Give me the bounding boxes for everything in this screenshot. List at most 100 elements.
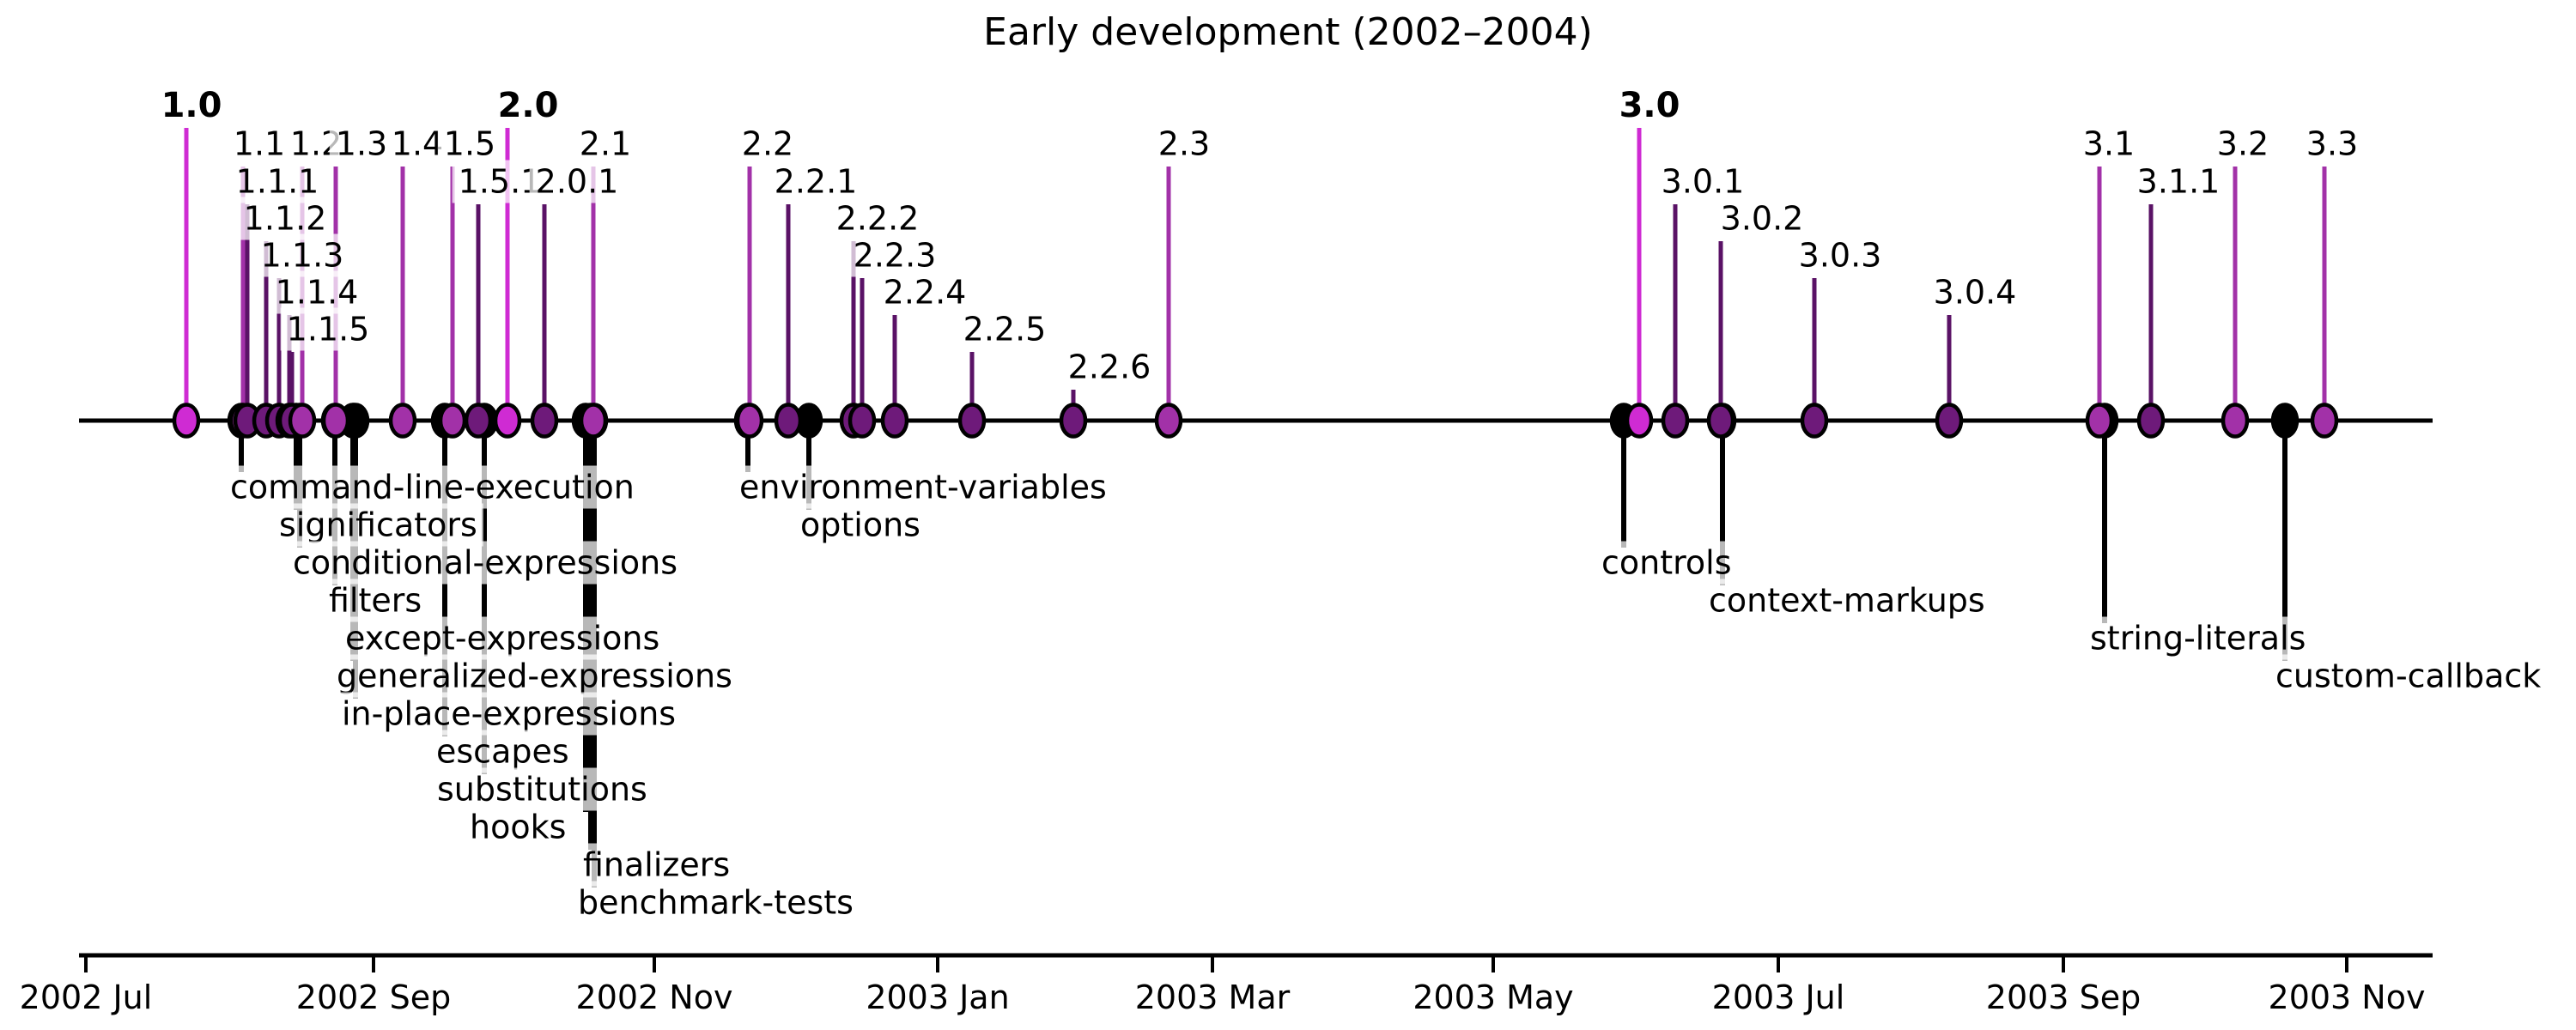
- feature-label-box: [287, 541, 684, 585]
- release-dot: [1935, 403, 1964, 439]
- release-dot: [530, 403, 559, 439]
- feature-label: filters: [329, 582, 422, 620]
- release-dot: [848, 403, 877, 439]
- release-dot: [321, 403, 350, 439]
- feature-label: string-literals: [2090, 620, 2306, 657]
- release-label: 3.1.1: [2137, 163, 2221, 201]
- release-dot: [880, 403, 909, 439]
- release-label: 2.2.5: [963, 311, 1047, 348]
- release-label: 3.3: [2306, 125, 2358, 163]
- feature-label-box: [572, 881, 860, 924]
- feature-label-box: [464, 805, 573, 849]
- release-label-box: [1714, 197, 1810, 240]
- release-label-box: [269, 270, 365, 314]
- release-label-box: [1061, 345, 1157, 389]
- chart-title: Early development (2002–2004): [983, 10, 1593, 54]
- feature-label-box: [224, 465, 641, 509]
- release-label-box: [829, 197, 926, 240]
- release-label-box: [437, 122, 502, 166]
- feature-label-box: [577, 843, 737, 887]
- feature-label: escapes: [436, 733, 569, 771]
- release-dot: [735, 403, 764, 439]
- release-label: 1.1.1: [236, 163, 319, 201]
- release-label-box: [280, 307, 376, 351]
- release-label-box: [1927, 270, 2023, 314]
- x-axis-tick-label: 2003 Jul: [1712, 978, 1845, 1016]
- release-label-box: [529, 160, 625, 203]
- release-dot: [1059, 403, 1088, 439]
- release-label: 1.0: [161, 86, 222, 125]
- release-label-box: [768, 160, 864, 203]
- release-label: 1.5.1: [459, 163, 542, 201]
- release-dot: [2310, 403, 2339, 439]
- feature-label-box: [323, 579, 428, 622]
- feature-label: environment-variables: [739, 469, 1107, 506]
- release-dot: [2136, 403, 2166, 439]
- feature-label-box: [1595, 541, 1738, 585]
- x-axis-tick-label: 2002 Jul: [20, 978, 153, 1016]
- release-label-box: [329, 122, 394, 166]
- release-label: 2.2.3: [854, 237, 937, 275]
- x-axis-tick-label: 2003 Sep: [1986, 978, 2141, 1016]
- release-label: 1.3: [336, 125, 387, 163]
- release-label-box: [229, 160, 325, 203]
- release-label-box: [847, 233, 943, 277]
- feature-label-box: [1703, 579, 1991, 622]
- release-label-box: [227, 122, 292, 166]
- release-label-box: [491, 83, 565, 128]
- feature-label-box: [273, 503, 483, 547]
- release-label: 1.4: [392, 125, 443, 163]
- feature-label-box: [2084, 616, 2312, 660]
- release-dot: [288, 403, 317, 439]
- release-dot: [438, 403, 467, 439]
- feature-label-box: [733, 465, 1113, 509]
- feature-label-box: [794, 503, 927, 547]
- release-dot: [579, 403, 608, 439]
- feature-label: significators: [279, 506, 477, 544]
- release-dot: [2085, 403, 2114, 439]
- release-label-box: [2210, 122, 2275, 166]
- release-label: 2.0: [498, 86, 559, 125]
- release-label: 1.1.4: [276, 274, 359, 312]
- feature-label-box: [339, 616, 666, 660]
- x-axis-tick-label: 2003 Mar: [1135, 978, 1291, 1016]
- release-label: 3.2: [2217, 125, 2269, 163]
- release-label: 1.1.5: [287, 311, 370, 348]
- feature-label: benchmark-tests: [578, 884, 854, 922]
- release-label-box: [254, 233, 350, 277]
- release-label-box: [1655, 160, 1751, 203]
- feature-label: except-expressions: [345, 620, 659, 657]
- feature-label: controls: [1601, 544, 1732, 582]
- release-label: 3.0: [1619, 86, 1680, 125]
- release-label-box: [877, 270, 973, 314]
- release-label-box: [1792, 233, 1888, 277]
- release-dot: [1800, 403, 1829, 439]
- release-label-box: [237, 197, 333, 240]
- release-dot: [493, 403, 522, 439]
- x-axis-tick-label: 2002 Sep: [296, 978, 451, 1016]
- release-label: 1.5: [444, 125, 495, 163]
- release-label: 3.0.4: [1934, 274, 2017, 312]
- release-dot: [957, 403, 987, 439]
- x-axis-tick-label: 2002 Nov: [576, 978, 733, 1016]
- feature-label: hooks: [470, 809, 566, 846]
- release-dot: [1661, 403, 1690, 439]
- feature-label-box: [336, 692, 683, 736]
- release-label: 3.1: [2083, 125, 2135, 163]
- release-label-box: [2130, 160, 2227, 203]
- release-label: 3.0.2: [1721, 200, 1804, 238]
- feature-label: substitutions: [437, 771, 647, 809]
- release-dot: [388, 403, 417, 439]
- feature-label-box: [2269, 654, 2548, 698]
- release-label: 2.2.1: [775, 163, 858, 201]
- release-label-box: [735, 122, 800, 166]
- release-label: 1.1.2: [244, 200, 327, 238]
- feature-label-box: [431, 767, 653, 811]
- release-label: 1.1: [234, 125, 285, 163]
- release-label-box: [573, 122, 638, 166]
- feature-label: command-line-execution: [230, 469, 635, 506]
- feature-label: in-place-expressions: [342, 695, 676, 733]
- release-label: 3.0.1: [1662, 163, 1745, 201]
- release-dot: [774, 403, 803, 439]
